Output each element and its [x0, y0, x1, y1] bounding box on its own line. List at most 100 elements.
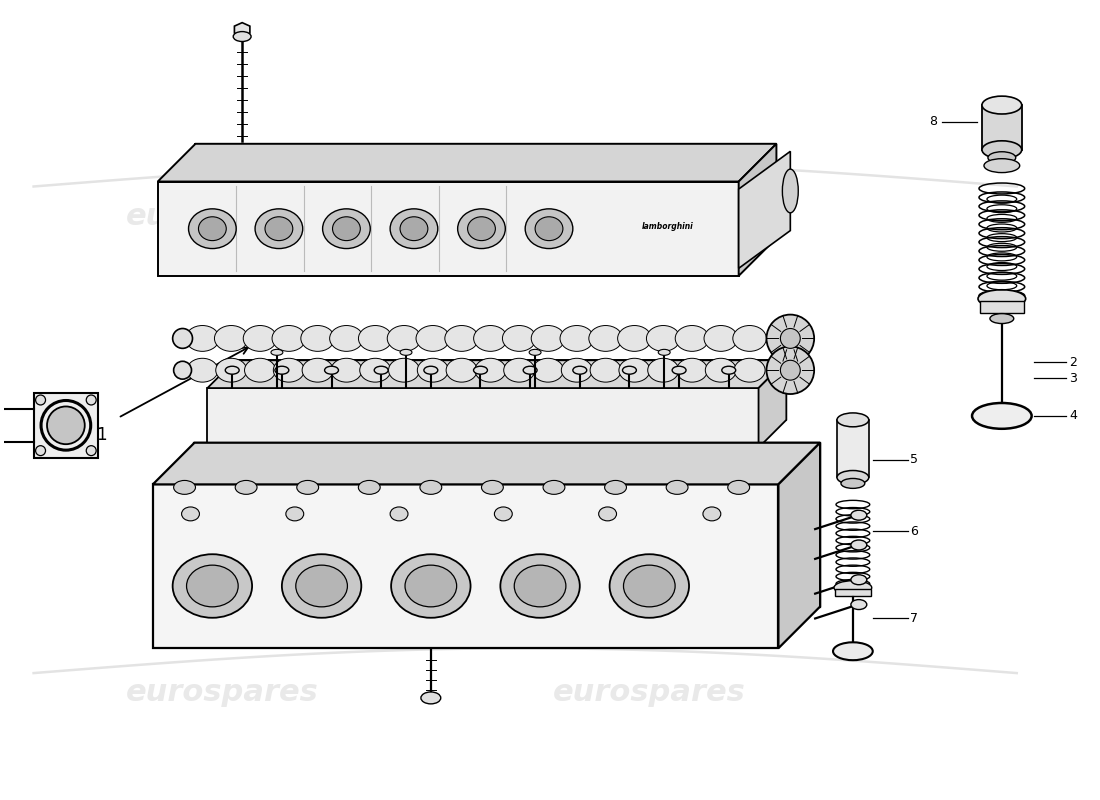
Ellipse shape	[296, 565, 348, 607]
Ellipse shape	[524, 366, 537, 374]
Ellipse shape	[704, 326, 738, 351]
Ellipse shape	[728, 481, 749, 494]
Text: eurospares: eurospares	[583, 202, 775, 230]
Ellipse shape	[676, 358, 707, 382]
Ellipse shape	[187, 358, 218, 382]
Ellipse shape	[672, 366, 686, 374]
Ellipse shape	[359, 481, 381, 494]
Text: eurospares: eurospares	[553, 678, 746, 707]
Ellipse shape	[482, 481, 504, 494]
Ellipse shape	[504, 358, 535, 382]
Ellipse shape	[187, 565, 239, 607]
Ellipse shape	[703, 507, 720, 521]
Ellipse shape	[667, 481, 688, 494]
Ellipse shape	[420, 481, 442, 494]
Text: eurospares: eurospares	[125, 678, 319, 707]
Ellipse shape	[647, 326, 680, 351]
Bar	[837, 420, 869, 478]
Polygon shape	[779, 442, 821, 648]
Ellipse shape	[417, 358, 449, 382]
Ellipse shape	[388, 358, 419, 382]
Ellipse shape	[322, 209, 371, 249]
Ellipse shape	[297, 481, 319, 494]
Ellipse shape	[282, 554, 361, 618]
Ellipse shape	[360, 358, 390, 382]
Ellipse shape	[243, 326, 277, 351]
Ellipse shape	[300, 326, 334, 351]
Ellipse shape	[226, 366, 239, 374]
Ellipse shape	[837, 413, 869, 427]
Ellipse shape	[984, 158, 1020, 173]
Ellipse shape	[390, 507, 408, 521]
Circle shape	[35, 446, 45, 456]
Text: 3: 3	[1069, 372, 1077, 385]
Circle shape	[173, 329, 192, 348]
Ellipse shape	[617, 326, 651, 351]
Text: 8: 8	[930, 115, 937, 129]
Bar	[34, 393, 98, 458]
Ellipse shape	[244, 358, 275, 382]
Ellipse shape	[330, 326, 363, 351]
Ellipse shape	[705, 358, 736, 382]
Ellipse shape	[275, 366, 289, 374]
Ellipse shape	[359, 326, 392, 351]
Circle shape	[86, 446, 96, 456]
Ellipse shape	[494, 507, 513, 521]
Ellipse shape	[458, 209, 505, 249]
Ellipse shape	[851, 510, 867, 520]
Ellipse shape	[188, 209, 236, 249]
Ellipse shape	[286, 507, 304, 521]
Text: eurospares: eurospares	[125, 202, 319, 230]
Ellipse shape	[424, 366, 438, 374]
Ellipse shape	[173, 554, 252, 618]
Polygon shape	[234, 22, 250, 37]
Polygon shape	[208, 388, 759, 448]
Ellipse shape	[851, 600, 867, 610]
Ellipse shape	[561, 358, 592, 382]
Ellipse shape	[392, 554, 471, 618]
Ellipse shape	[722, 366, 736, 374]
Ellipse shape	[400, 350, 412, 355]
Ellipse shape	[648, 358, 679, 382]
Ellipse shape	[265, 217, 293, 241]
Ellipse shape	[473, 366, 487, 374]
Circle shape	[35, 395, 45, 405]
Polygon shape	[739, 151, 790, 268]
Circle shape	[767, 314, 814, 362]
Ellipse shape	[675, 326, 708, 351]
Ellipse shape	[271, 350, 283, 355]
Ellipse shape	[416, 326, 450, 351]
Polygon shape	[157, 182, 739, 276]
Bar	[980, 301, 1024, 313]
Bar	[982, 105, 1022, 150]
Ellipse shape	[834, 581, 871, 594]
Ellipse shape	[324, 366, 339, 374]
Circle shape	[174, 362, 191, 379]
Ellipse shape	[273, 358, 305, 382]
Ellipse shape	[982, 96, 1022, 114]
Ellipse shape	[782, 169, 799, 213]
Ellipse shape	[658, 350, 670, 355]
Polygon shape	[759, 360, 786, 448]
Ellipse shape	[174, 481, 196, 494]
Ellipse shape	[590, 358, 621, 382]
Ellipse shape	[447, 358, 477, 382]
Ellipse shape	[198, 217, 227, 241]
Text: 4: 4	[1069, 410, 1077, 422]
Polygon shape	[153, 485, 779, 648]
Ellipse shape	[302, 358, 333, 382]
Circle shape	[86, 395, 96, 405]
Polygon shape	[157, 144, 777, 182]
Ellipse shape	[475, 358, 506, 382]
Circle shape	[0, 437, 3, 446]
Polygon shape	[208, 360, 786, 388]
Circle shape	[767, 346, 814, 394]
Circle shape	[47, 406, 85, 444]
Ellipse shape	[560, 326, 594, 351]
Text: lamborghini: lamborghini	[641, 222, 693, 231]
Text: 7: 7	[911, 612, 918, 625]
Ellipse shape	[529, 350, 541, 355]
Circle shape	[780, 329, 800, 348]
Text: 2: 2	[1069, 356, 1077, 369]
Polygon shape	[196, 144, 777, 238]
